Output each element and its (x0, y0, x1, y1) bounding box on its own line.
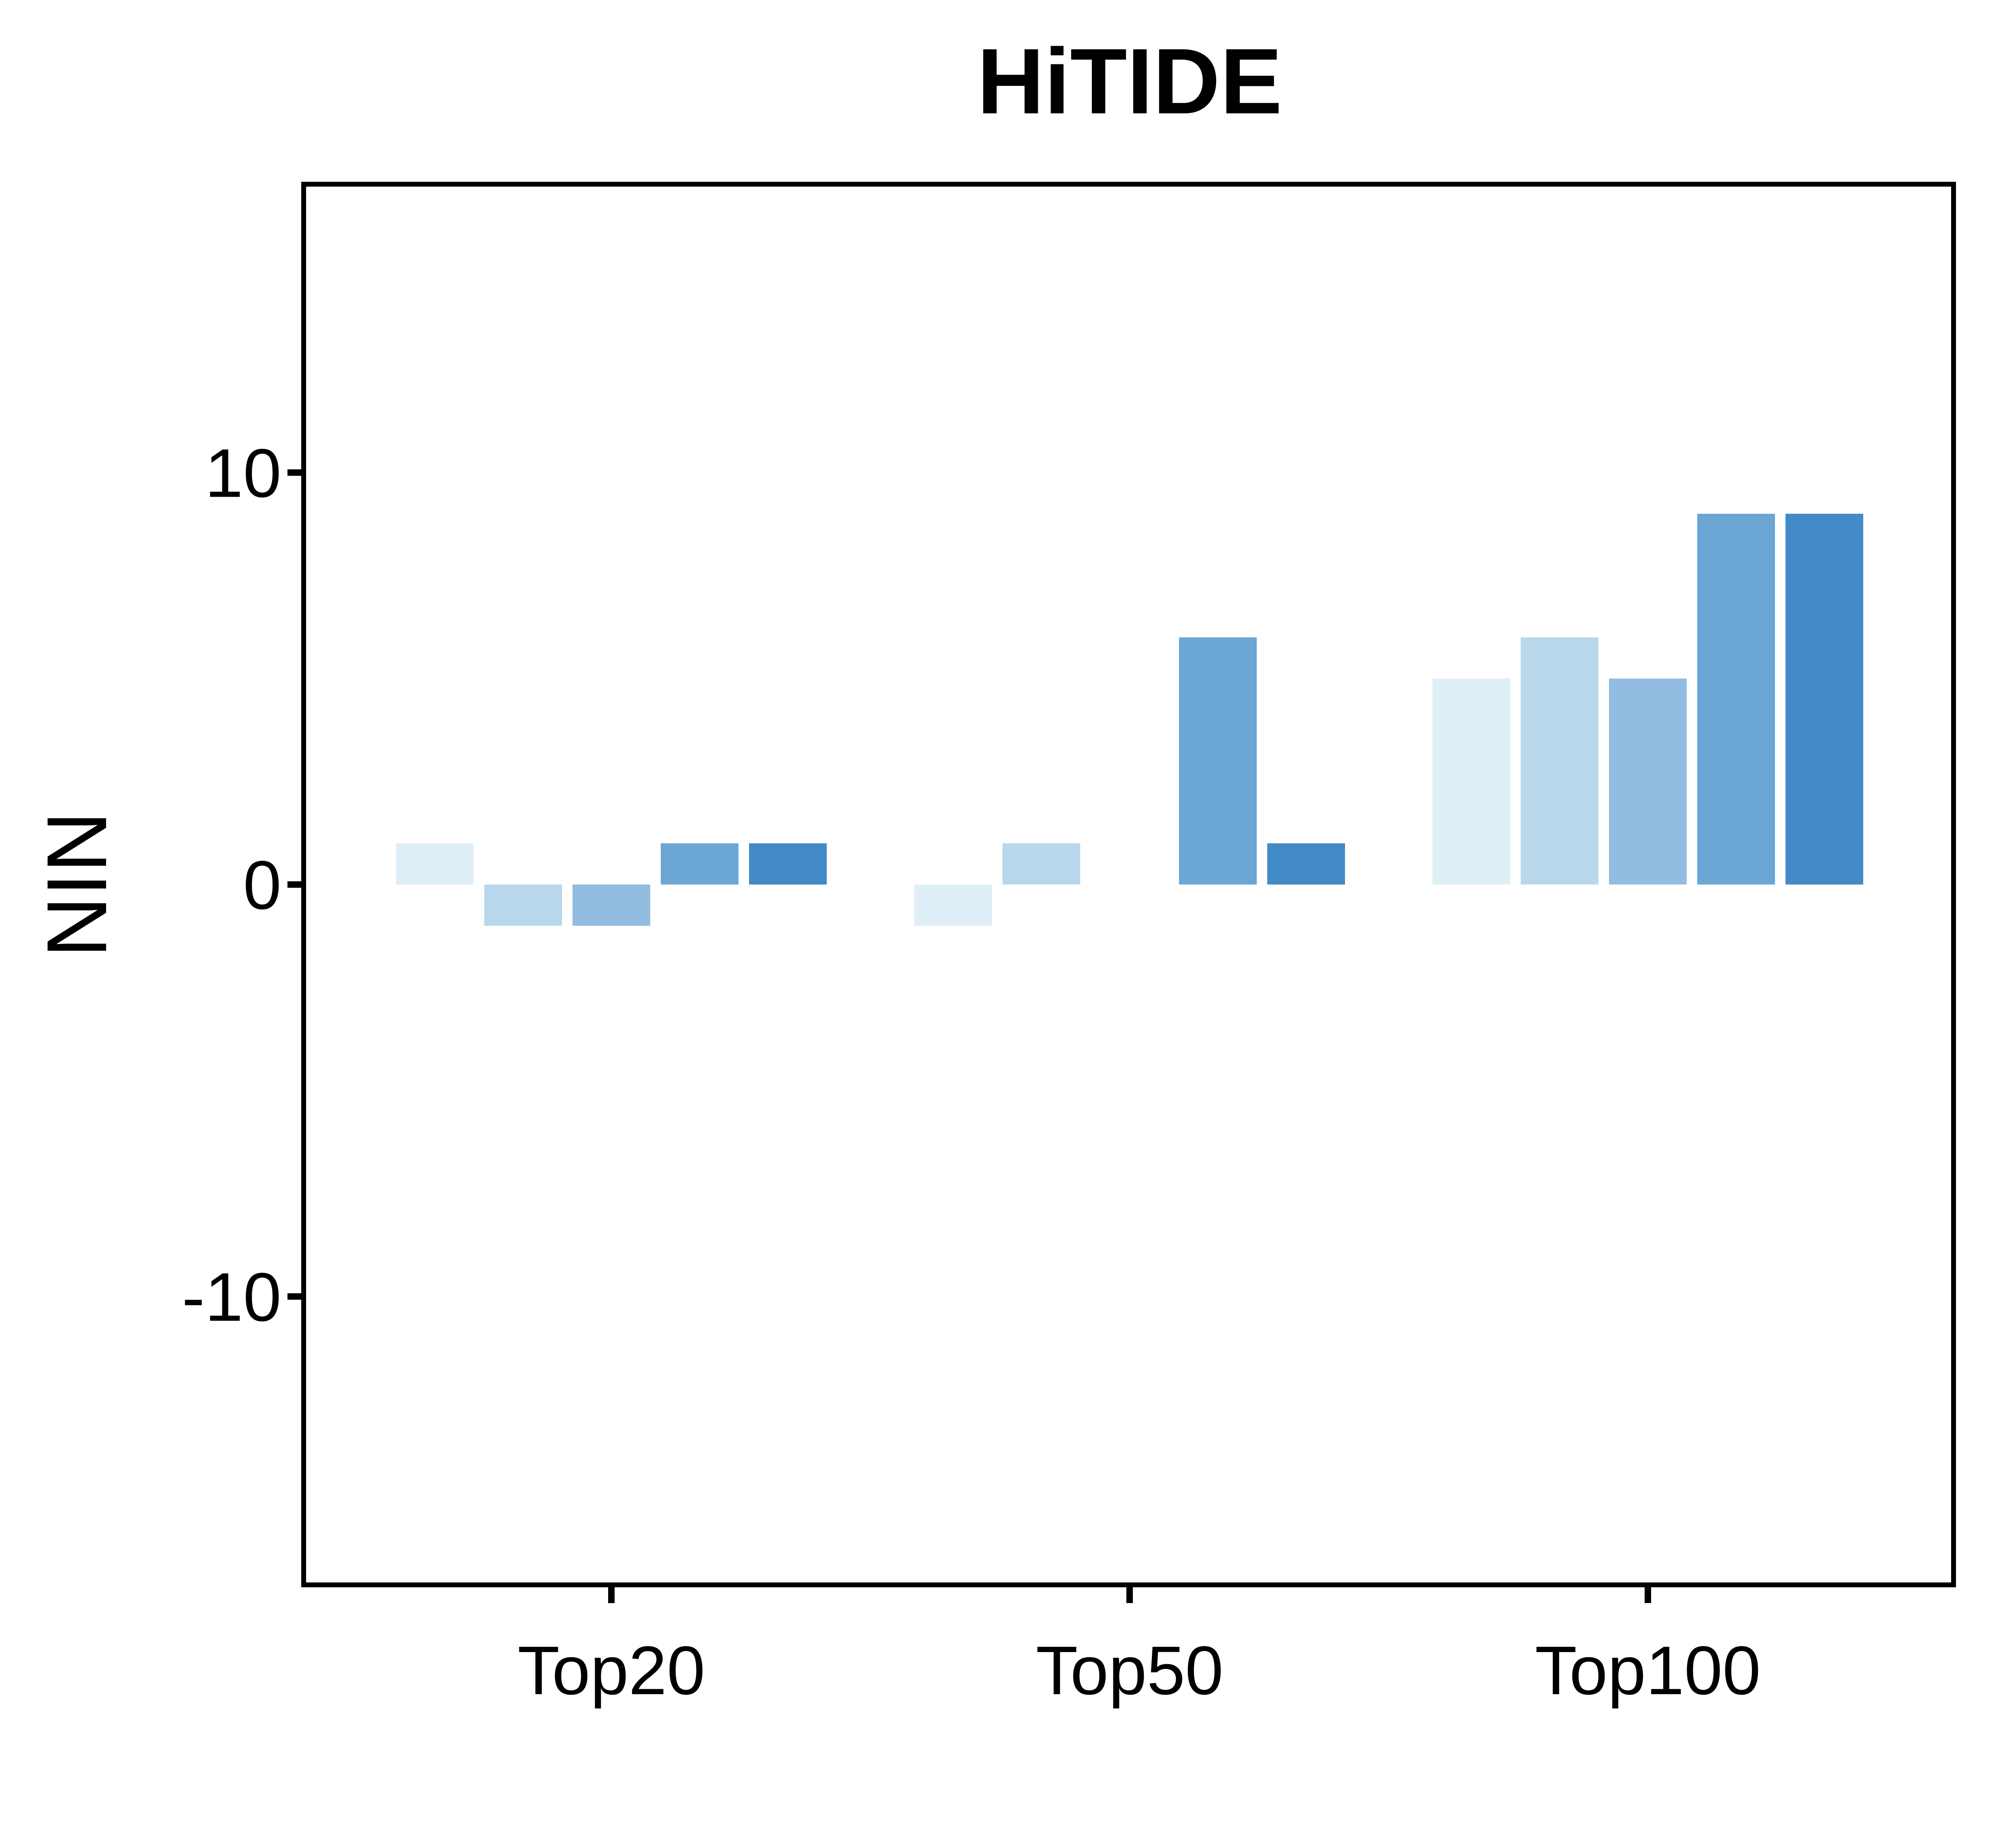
bar-top100-s3 (1609, 678, 1687, 885)
y-tick-label: -10 (182, 1259, 281, 1336)
x-tick-label: Top100 (1535, 1632, 1761, 1709)
y-tick-label: 10 (205, 435, 281, 512)
bar-top100-s5 (1786, 514, 1863, 885)
bar-top50-s4 (1179, 637, 1257, 885)
bar-top50-s5 (1267, 843, 1345, 885)
bar-top20-s1 (396, 843, 474, 885)
plot-area: -10 0 10 Top20 Top50 Top100 (182, 182, 1956, 1709)
y-tick-label: 0 (243, 847, 281, 924)
bar-top100-s2 (1521, 637, 1598, 885)
chart-title: HiTIDE (977, 29, 1282, 133)
bar-top20-s5 (749, 843, 827, 885)
x-tick-label: Top20 (517, 1632, 705, 1709)
bar-top100-s4 (1697, 514, 1775, 885)
y-axis-label: NIN (29, 811, 124, 958)
bar-top20-s2 (484, 885, 562, 926)
bar-top20-s4 (661, 843, 738, 885)
x-tick-label: Top50 (1036, 1632, 1223, 1709)
bar-top100-s1 (1432, 678, 1510, 885)
bar-top50-s1 (914, 885, 992, 926)
bar-top20-s3 (572, 885, 650, 926)
bar-top50-s2 (1002, 843, 1080, 885)
